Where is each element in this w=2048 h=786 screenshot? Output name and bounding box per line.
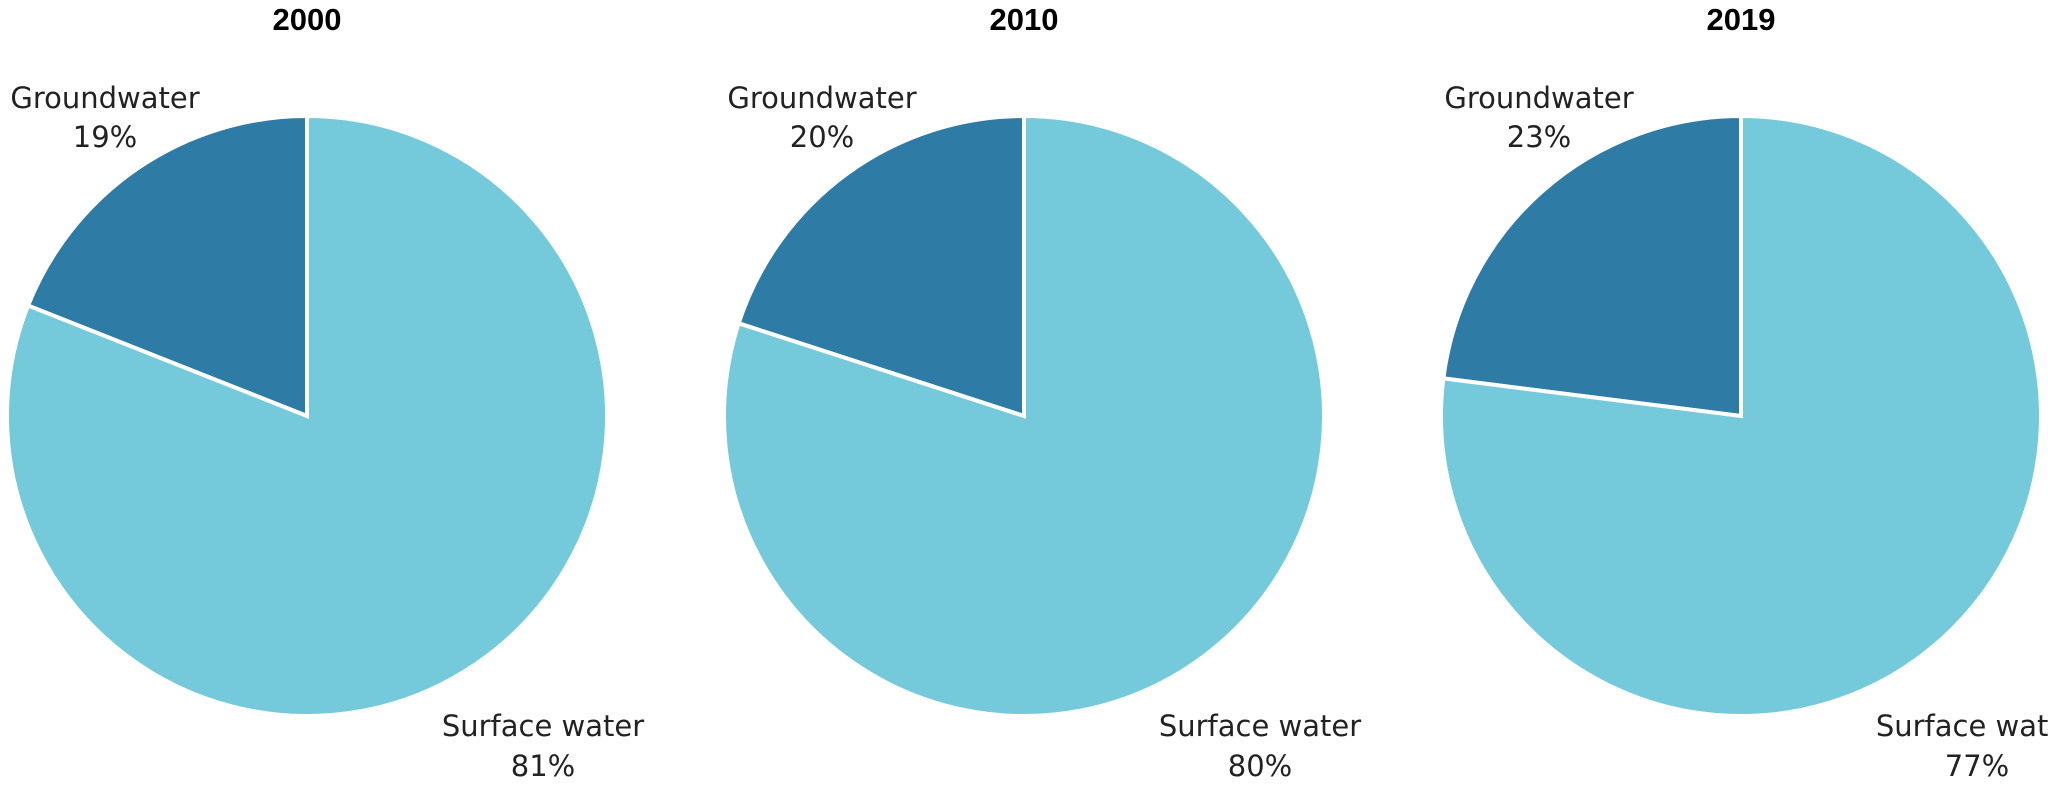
chart-title: 2010 [990,2,1059,37]
slice-label-surface-water: Surface water [1159,709,1361,743]
chart-title: 2000 [273,2,342,37]
slice-percent-groundwater: 20% [790,120,854,154]
pie-slice-groundwater [1441,113,1743,419]
slice-label-surface-water: Surface water [442,709,644,743]
slice-percent-surface-water: 77% [1945,749,2009,783]
slice-label-groundwater: Groundwater [10,81,199,115]
slice-percent-groundwater: 23% [1507,120,1571,154]
pie-slice-surface-water [5,113,609,718]
slice-label-groundwater: Groundwater [727,81,916,115]
slice-percent-surface-water: 80% [1228,749,1292,783]
pie-chart-2000: 2000 Groundwater 19% Surface water 81% [5,2,644,783]
pie-slice-surface-water [1439,113,2043,718]
slice-label-surface-water: Surface water [1876,709,2048,743]
pie-slice-groundwater [25,113,309,419]
slice-percent-groundwater: 19% [73,120,137,154]
slice-percent-surface-water: 81% [511,749,575,783]
pie-slice-surface-water [722,113,1326,718]
slice-label-groundwater: Groundwater [1444,81,1633,115]
pie-chart-2019: 2019 Groundwater 23% Surface water 77% [1439,2,2048,783]
pie-chart-2010: 2010 Groundwater 20% Surface water 80% [722,2,1361,783]
pie-slice-groundwater [736,113,1026,419]
chart-title: 2019 [1707,2,1776,37]
